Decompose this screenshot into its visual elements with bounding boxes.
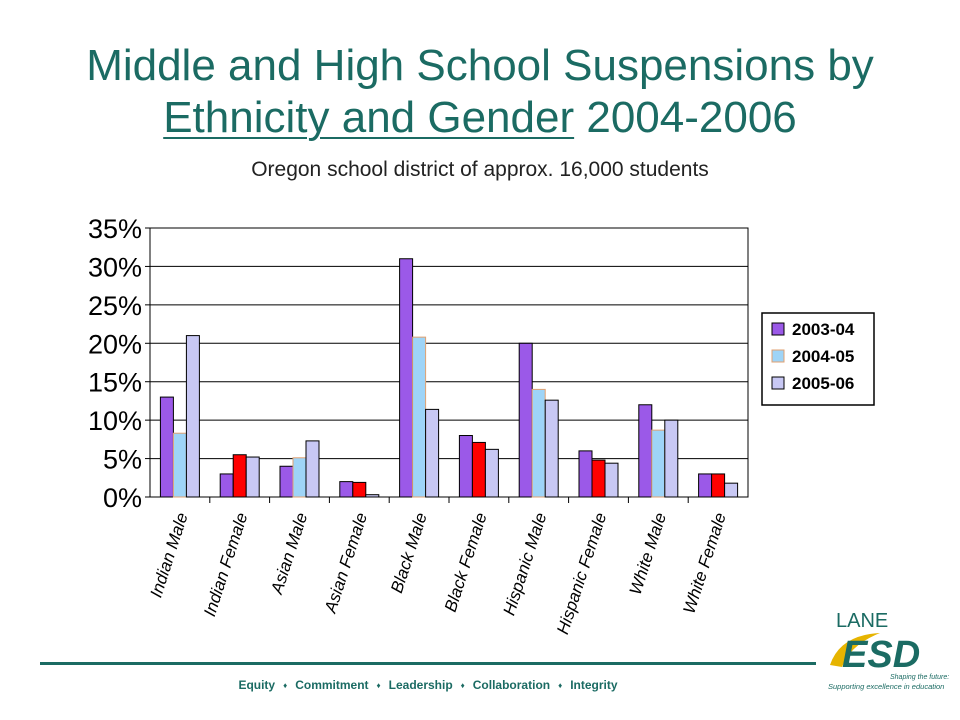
bars <box>159 258 739 498</box>
logo-tagline-1: Shaping the future: <box>890 674 949 681</box>
y-tick-label: 35% <box>88 214 142 244</box>
x-tick-label: White Male <box>626 510 670 597</box>
footer-value: Equity <box>238 678 276 692</box>
bar <box>711 473 726 498</box>
bar <box>651 429 666 498</box>
footer-divider <box>40 662 816 665</box>
x-tick-label: Hispanic Male <box>499 510 550 617</box>
footer-separator: ♦ <box>460 681 465 691</box>
footer-value: Collaboration <box>472 678 551 692</box>
page-title: Middle and High School Suspensions by Et… <box>0 40 960 144</box>
title-underlined-link[interactable]: Ethnicity and Gender <box>163 93 575 142</box>
bar <box>292 457 307 498</box>
x-tick-label: Asian Male <box>267 510 311 597</box>
suspensions-bar-chart: 0% 5% 10% 15% 20% 25% 30% 35% Indian Male Indian… <box>88 214 875 637</box>
x-tick-label: White Female <box>679 510 729 616</box>
logo-tagline-2: Supporting excellence in education <box>828 682 944 691</box>
logo-swoosh-icon <box>830 633 880 667</box>
bar <box>365 494 380 498</box>
bar <box>352 481 367 498</box>
legend-label: 2003-04 <box>792 320 855 339</box>
legend-swatch <box>771 322 785 336</box>
bar <box>664 419 679 498</box>
bar <box>159 396 174 498</box>
y-tick-label: 20% <box>88 329 142 359</box>
footer-separator: ♦ <box>558 681 563 691</box>
x-tick-label: Black Female <box>441 510 491 614</box>
lane-esd-logo: LANE ESD Shaping the future: Supporting … <box>828 610 949 691</box>
footer-separator: ♦ <box>283 681 288 691</box>
legend-swatch <box>771 349 785 363</box>
bar <box>724 482 739 498</box>
y-tick-label: 10% <box>88 406 142 436</box>
logo-lane-text: LANE <box>836 610 888 632</box>
y-tick-label: 5% <box>103 445 142 475</box>
bar <box>185 335 200 498</box>
bar <box>698 473 713 498</box>
x-tick-label: Indian Female <box>200 510 251 618</box>
footer-value: Leadership <box>388 678 453 692</box>
footer-value: Integrity <box>570 678 618 692</box>
bar <box>544 399 559 498</box>
bar <box>471 441 486 498</box>
bar <box>399 258 414 498</box>
title-line-2: Ethnicity and Gender 2004-2006 <box>0 92 960 144</box>
bar <box>172 432 187 498</box>
bar <box>412 336 427 498</box>
bar <box>305 440 320 498</box>
bar <box>638 404 653 498</box>
bar <box>339 481 354 498</box>
x-tick-label: Asian Female <box>321 510 371 616</box>
bar <box>279 465 294 498</box>
bar <box>458 435 473 498</box>
gridlines <box>150 227 748 460</box>
y-tick-label: 0% <box>103 483 142 513</box>
subtitle: Oregon school district of approx. 16,000… <box>251 158 709 181</box>
logo-esd-text: ESD <box>842 634 920 676</box>
x-tick-label: Indian Male <box>146 510 191 599</box>
bar <box>518 342 533 498</box>
y-axis: 0% 5% 10% 15% 20% 25% 30% 35% <box>88 214 150 513</box>
legend: 2003-04 2004-05 2005-06 <box>761 312 875 406</box>
bar <box>591 459 606 498</box>
x-tick-label: Hispanic Female <box>553 510 610 636</box>
y-tick-label: 15% <box>88 368 142 398</box>
x-tick-label: Black Male <box>387 510 431 595</box>
bar <box>604 462 619 498</box>
y-tick-label: 30% <box>88 252 142 282</box>
legend-label: 2005-06 <box>792 374 854 393</box>
footer-value: Commitment <box>295 678 369 692</box>
bar <box>531 388 546 498</box>
bar <box>245 456 260 498</box>
y-tick-label: 25% <box>88 291 142 321</box>
title-years: 2004-2006 <box>586 93 797 142</box>
title-line-1: Middle and High School Suspensions by <box>86 41 874 90</box>
x-axis: Indian Male Indian Female Asian Male Asian … <box>146 497 730 637</box>
footer-values: Equity ♦ Commitment ♦ Leadership ♦ Collaborati… <box>40 678 816 692</box>
bar <box>425 408 440 498</box>
footer-separator: ♦ <box>376 681 381 691</box>
bar <box>219 473 234 498</box>
legend-swatch <box>771 376 785 390</box>
legend-label: 2004-05 <box>792 347 854 366</box>
bar <box>232 454 247 498</box>
bar <box>578 450 593 498</box>
bar <box>484 448 499 498</box>
